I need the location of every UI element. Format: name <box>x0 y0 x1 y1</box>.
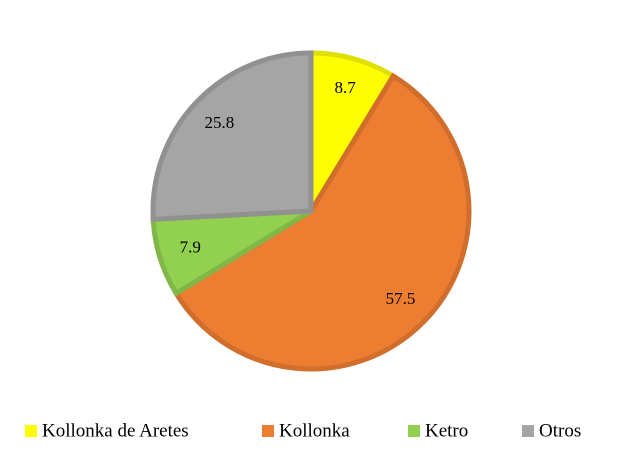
legend-marker <box>25 425 37 437</box>
legend-label: Kollonka <box>279 420 350 441</box>
legend-label: Otros <box>539 420 581 441</box>
data-label: 8.7 <box>335 78 357 97</box>
pie-slice <box>150 50 314 222</box>
legend-label: Kollonka de Aretes <box>42 420 189 441</box>
pie-slice <box>172 72 472 372</box>
legend-marker <box>262 425 274 437</box>
data-label: 25.8 <box>204 113 234 132</box>
legend-label: Ketro <box>425 420 468 441</box>
data-label: 57.5 <box>386 289 416 308</box>
legend-marker <box>522 425 534 437</box>
data-label: 7.9 <box>180 237 201 256</box>
legend-marker <box>408 425 420 437</box>
